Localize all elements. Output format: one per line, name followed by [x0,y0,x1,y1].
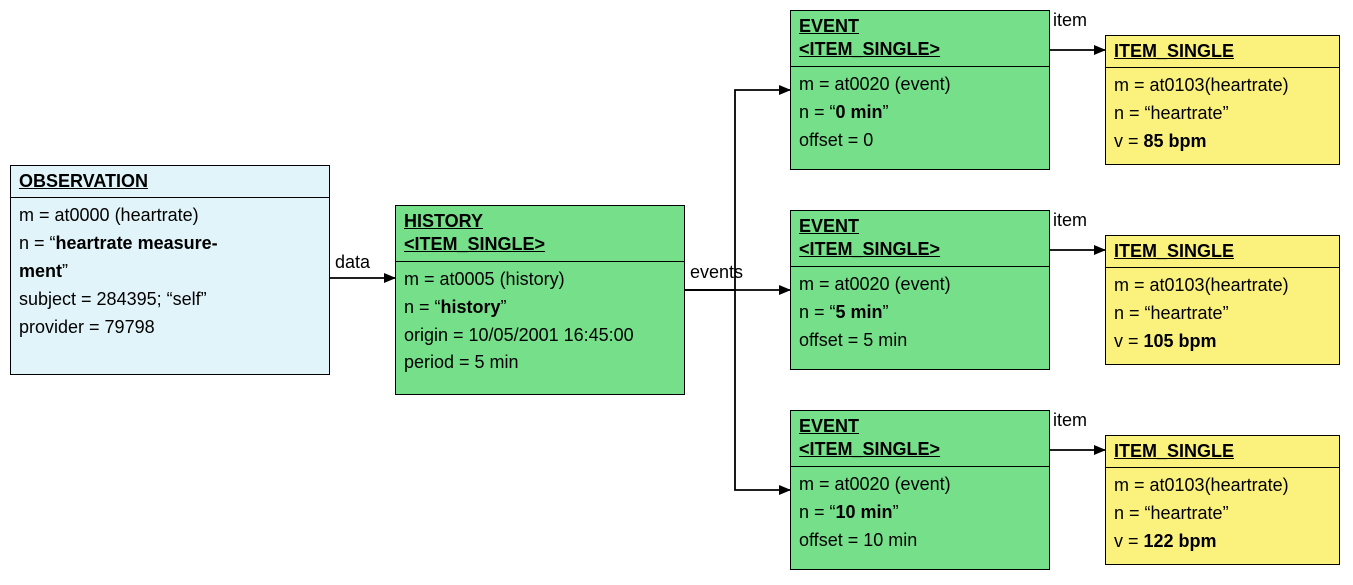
item-header: ITEM_SINGLE [1106,236,1339,268]
history-origin: origin = 10/05/2001 16:45:00 [404,322,676,350]
item-v: v = 85 bpm [1114,128,1331,156]
event-node: EVENT<ITEM_SINGLE>m = at0020 (event)n = … [790,210,1050,370]
history-n-bold: history [441,297,501,317]
observation-node: OBSERVATION m = at0000 (heartrate) n = “… [10,165,330,375]
item-v: v = 122 bpm [1114,528,1331,556]
observation-subject: subject = 284395; “self” [19,286,321,314]
edge-label-events: events [690,262,743,283]
edge-label-item: item [1053,410,1087,431]
item-n: n = “heartrate” [1114,500,1331,528]
event-n: n = “0 min” [799,99,1041,127]
observation-n-pre: n = “ [19,233,56,253]
item-v: v = 105 bpm [1114,328,1331,356]
history-period: period = 5 min [404,349,676,377]
event-header: EVENT<ITEM_SINGLE> [791,11,1049,67]
edge-label-item: item [1053,10,1087,31]
history-title-1: HISTORY [404,210,676,233]
history-header: HISTORY <ITEM_SINGLE> [396,206,684,262]
observation-n-post: ” [62,261,68,281]
event-title-1: EVENT [799,15,1041,38]
item-m: m = at0103(heartrate) [1114,472,1331,500]
item-title: ITEM_SINGLE [1114,40,1331,63]
event-offset: offset = 0 [799,127,1041,155]
observation-header: OBSERVATION [11,166,329,198]
event-offset: offset = 10 min [799,527,1041,555]
observation-provider: provider = 79798 [19,314,321,342]
observation-m: m = at0000 (heartrate) [19,202,321,230]
event-title-1: EVENT [799,215,1041,238]
event-body: m = at0020 (event)n = “0 min”offset = 0 [791,67,1049,163]
edge-label-item: item [1053,210,1087,231]
event-offset: offset = 5 min [799,327,1041,355]
history-node: HISTORY <ITEM_SINGLE> m = at0005 (histor… [395,205,685,395]
item-title: ITEM_SINGLE [1114,440,1331,463]
item-node: ITEM_SINGLEm = at0103(heartrate)n = “hea… [1105,35,1340,165]
item-title: ITEM_SINGLE [1114,240,1331,263]
event-title-2: <ITEM_SINGLE> [799,438,1041,461]
event-body: m = at0020 (event)n = “5 min”offset = 5 … [791,267,1049,363]
item-node: ITEM_SINGLEm = at0103(heartrate)n = “hea… [1105,435,1340,565]
history-n: n = “history” [404,294,676,322]
history-n-pre: n = “ [404,297,441,317]
event-m: m = at0020 (event) [799,271,1041,299]
observation-title: OBSERVATION [19,171,148,191]
observation-body: m = at0000 (heartrate) n = “heartrate me… [11,198,329,349]
event-header: EVENT<ITEM_SINGLE> [791,211,1049,267]
item-n: n = “heartrate” [1114,100,1331,128]
event-header: EVENT<ITEM_SINGLE> [791,411,1049,467]
item-m: m = at0103(heartrate) [1114,72,1331,100]
item-body: m = at0103(heartrate)n = “heartrate”v = … [1106,268,1339,364]
item-m: m = at0103(heartrate) [1114,272,1331,300]
item-header: ITEM_SINGLE [1106,36,1339,68]
history-m: m = at0005 (history) [404,266,676,294]
event-n: n = “10 min” [799,499,1041,527]
event-body: m = at0020 (event)n = “10 min”offset = 1… [791,467,1049,563]
observation-n: n = “heartrate measure-ment” [19,230,321,286]
edge-label-data: data [335,252,370,273]
item-n: n = “heartrate” [1114,300,1331,328]
event-m: m = at0020 (event) [799,471,1041,499]
item-node: ITEM_SINGLEm = at0103(heartrate)n = “hea… [1105,235,1340,365]
history-n-post: ” [501,297,507,317]
item-body: m = at0103(heartrate)n = “heartrate”v = … [1106,68,1339,164]
item-body: m = at0103(heartrate)n = “heartrate”v = … [1106,468,1339,564]
event-title-2: <ITEM_SINGLE> [799,38,1041,61]
event-title-1: EVENT [799,415,1041,438]
event-node: EVENT<ITEM_SINGLE>m = at0020 (event)n = … [790,410,1050,570]
event-title-2: <ITEM_SINGLE> [799,238,1041,261]
event-n: n = “5 min” [799,299,1041,327]
event-node: EVENT<ITEM_SINGLE>m = at0020 (event)n = … [790,10,1050,170]
history-title-2: <ITEM_SINGLE> [404,233,676,256]
event-m: m = at0020 (event) [799,71,1041,99]
item-header: ITEM_SINGLE [1106,436,1339,468]
history-body: m = at0005 (history) n = “history” origi… [396,262,684,386]
